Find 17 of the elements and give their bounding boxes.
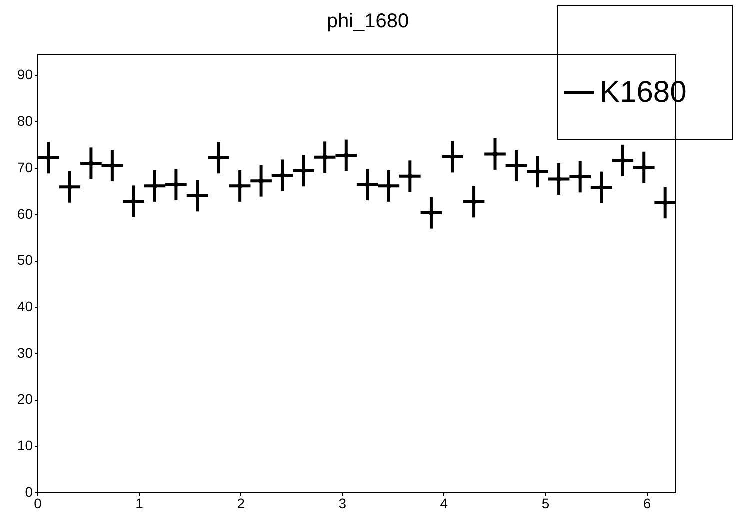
x-tick-label: 2: [237, 495, 246, 512]
y-tick-label: 80: [17, 113, 34, 130]
x-tick-label: 5: [542, 495, 550, 512]
y-tick-label: 40: [17, 298, 34, 314]
x-tick-label: 1: [136, 495, 144, 512]
y-tick-label: 50: [17, 252, 34, 268]
y-tick-label: 0: [25, 484, 34, 500]
y-tick-label: 60: [17, 206, 34, 222]
y-tick-label: 30: [17, 344, 34, 361]
y-tick-label: 10: [17, 438, 34, 454]
y-tick-label: 90: [17, 66, 34, 83]
x-tick-label: 3: [338, 495, 347, 512]
y-tick-label: 70: [17, 159, 34, 176]
chart-title: phi_1680: [326, 10, 410, 33]
y-tick-label: 20: [17, 391, 34, 408]
x-tick-label: 6: [643, 495, 652, 512]
x-tick-label: 4: [440, 495, 448, 512]
